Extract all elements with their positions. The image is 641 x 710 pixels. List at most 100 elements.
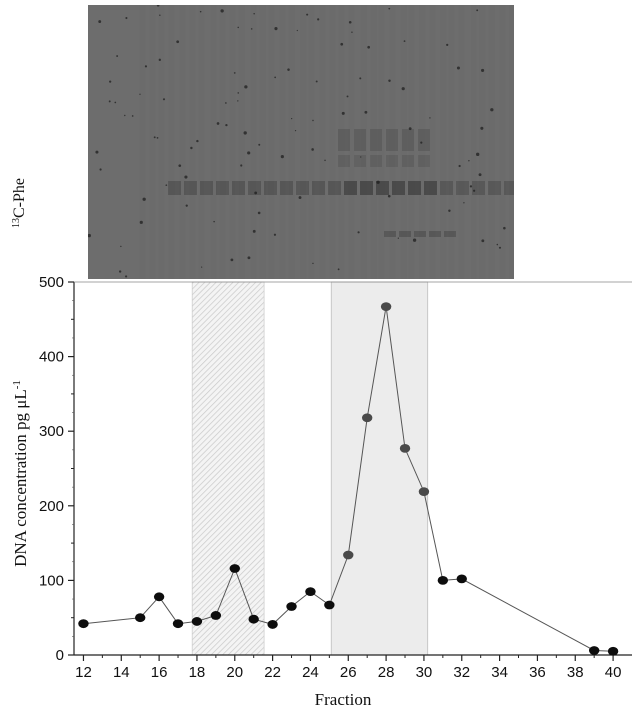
gel-speck [244, 85, 248, 89]
gel-band [429, 231, 441, 237]
gel-lane [440, 5, 447, 279]
data-point [286, 602, 297, 611]
gel-speck [388, 7, 391, 10]
gel-speck [139, 220, 143, 224]
data-point [361, 413, 373, 423]
gel-speck [360, 156, 362, 158]
gel-band [338, 155, 350, 167]
x-tick-label: 20 [226, 664, 243, 681]
gel-lane [499, 5, 506, 279]
gel-band [370, 129, 382, 151]
gel-band [488, 181, 501, 195]
data-point [588, 646, 600, 655]
data-point [78, 619, 89, 629]
data-point [418, 487, 430, 497]
gel-speck [401, 87, 405, 91]
gel-band [216, 181, 229, 195]
gel-lane [479, 5, 486, 279]
gel-speck [153, 136, 156, 139]
data-point [607, 646, 619, 656]
gel-speck [280, 155, 284, 159]
y-tick-label: 500 [39, 274, 64, 291]
gel-lane [308, 5, 315, 279]
y-tick-label: 0 [56, 647, 64, 664]
data-point [305, 587, 316, 596]
gel-speck [237, 26, 239, 29]
gel-lane [189, 5, 196, 279]
data-point [210, 611, 222, 620]
gel-band [408, 181, 421, 195]
gel-band [386, 155, 398, 167]
gel-speck [184, 175, 188, 179]
gel-speck [252, 229, 256, 233]
gel-band [280, 181, 293, 195]
gel-lane [448, 5, 455, 279]
gel-speck [490, 108, 494, 112]
data-point [248, 614, 259, 624]
gel-speck [473, 189, 476, 192]
data-point [437, 576, 449, 585]
gel-band [328, 181, 341, 195]
gel-lane [378, 5, 385, 279]
gel-speck [156, 5, 160, 7]
gel-lane [470, 5, 477, 279]
gel-speck [124, 275, 128, 278]
gel-speck [317, 18, 320, 21]
gel-band [338, 129, 350, 151]
gel-speck [176, 40, 180, 44]
gel-speck [225, 102, 227, 104]
gel-speck [306, 13, 309, 16]
gel-band [504, 181, 514, 195]
gel-band [440, 181, 453, 195]
gel-speck [95, 150, 99, 154]
gel-lane [329, 5, 336, 279]
gel-band [264, 181, 277, 195]
y-tick-label: 400 [39, 349, 64, 366]
gel-band [200, 181, 213, 195]
x-tick-label: 38 [567, 664, 584, 681]
gel-lane [229, 5, 236, 279]
gel-band [402, 129, 414, 151]
gel-speck [131, 115, 134, 117]
gel-speck [496, 243, 499, 246]
gel-speck [142, 197, 146, 201]
gel-speck [240, 164, 243, 167]
gel-speck [388, 79, 391, 82]
gel-speck [312, 262, 314, 265]
gel-lane [338, 5, 345, 279]
gel-speck [456, 66, 460, 70]
data-point [135, 613, 146, 623]
y-tick-label: 200 [39, 498, 64, 515]
data-point [380, 302, 392, 312]
gel-band [376, 181, 389, 195]
gel-band [344, 181, 357, 195]
gel-speck [287, 68, 290, 71]
y-tick-label: 100 [39, 572, 64, 589]
x-tick-label: 16 [151, 664, 168, 681]
gel-speck [178, 164, 182, 168]
gel-lane [168, 5, 175, 279]
gel-speck [254, 191, 258, 195]
gel-speck [144, 65, 148, 68]
gel-band [456, 181, 469, 195]
gel-speck [420, 141, 423, 144]
gel-speck [213, 220, 215, 223]
gel-lane [300, 5, 307, 279]
y-axis-title-superscript: -1 [11, 380, 23, 389]
gel-lane [268, 5, 275, 279]
data-point [324, 600, 335, 610]
gel-speck [458, 164, 461, 168]
x-tick-label: 30 [416, 664, 433, 681]
gel-band [354, 155, 366, 167]
gel-band [248, 181, 261, 195]
x-tick-label: 28 [378, 664, 395, 681]
data-point [267, 620, 278, 629]
y-axis-title-main: DNA concentration pg μL [11, 389, 30, 567]
gel-speck [139, 93, 141, 95]
gel-speck [162, 98, 166, 101]
gel-speck [446, 43, 449, 47]
x-tick-label: 12 [75, 664, 92, 681]
gel-speck [216, 122, 220, 125]
gel-speck [469, 185, 473, 188]
